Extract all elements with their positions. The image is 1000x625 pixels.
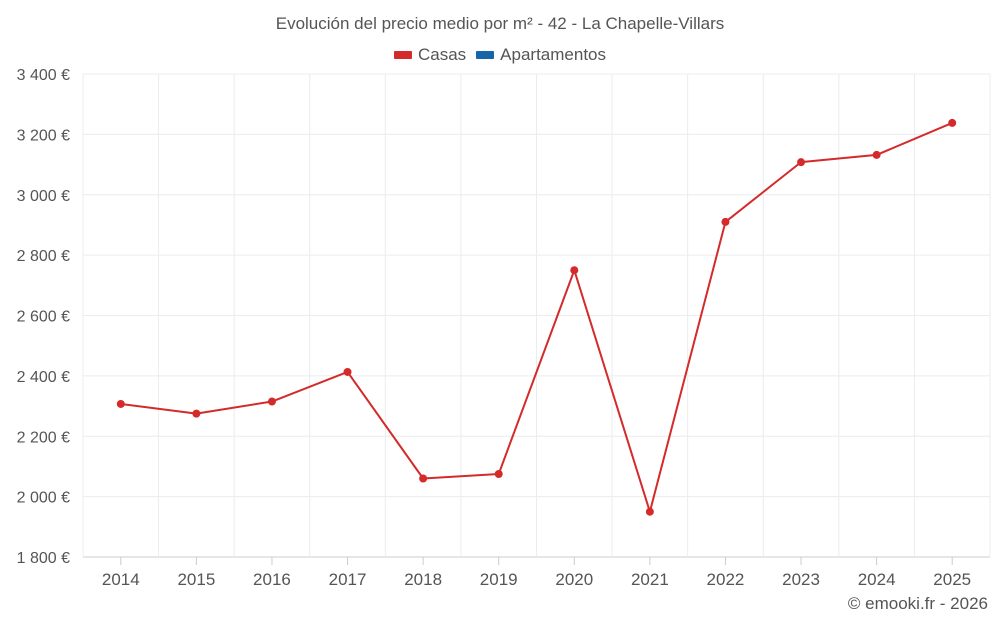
data-point-casas[interactable] [721, 217, 730, 226]
data-point-casas[interactable] [645, 507, 654, 516]
y-tick-label: 3 400 € [17, 67, 70, 84]
series-line-casas [120, 121, 953, 513]
x-tick-label: 2024 [858, 570, 896, 589]
data-point-casas[interactable] [948, 118, 957, 127]
x-tick-label: 2014 [102, 570, 140, 589]
y-tick-label: 3 200 € [17, 127, 70, 144]
legend-swatch-casas [393, 51, 412, 59]
data-point-casas[interactable] [419, 474, 428, 483]
x-tick-label: 2017 [329, 570, 367, 589]
legend-label-casas: Casas [417, 45, 467, 64]
x-tick-label: 2023 [782, 570, 820, 589]
x-tick-label: 2022 [707, 570, 745, 589]
data-point-casas[interactable] [494, 469, 503, 478]
data-point-casas[interactable] [570, 266, 579, 275]
credit-text: © emooki.fr - 2026 [847, 594, 988, 613]
x-tick-label: 2018 [404, 570, 442, 589]
legend-label-apartamentos: Apartamentos [500, 45, 607, 64]
data-point-casas[interactable] [192, 409, 201, 418]
grid-lines [82, 73, 991, 558]
chart-title: Evolución del precio medio por m² - 42 -… [275, 14, 725, 33]
x-tick-label: 2021 [631, 570, 669, 589]
data-point-casas[interactable] [797, 158, 806, 167]
y-tick-label: 2 600 € [17, 309, 70, 326]
data-point-casas[interactable] [343, 367, 352, 376]
x-tick-label: 2020 [555, 570, 593, 589]
y-tick-label: 2 400 € [17, 369, 70, 386]
x-tick-label: 2025 [933, 570, 971, 589]
y-tick-label: 2 200 € [17, 429, 70, 446]
x-tick-label: 2015 [177, 570, 215, 589]
y-tick-label: 2 000 € [17, 490, 70, 507]
y-tick-label: 3 000 € [17, 188, 70, 205]
legend-item-casas[interactable]: Casas [393, 45, 467, 65]
legend-item-apartamentos[interactable]: Apartamentos [476, 45, 606, 65]
x-tick-label: 2019 [480, 570, 518, 589]
legend-swatch-apartamentos [476, 51, 495, 59]
data-point-casas[interactable] [116, 399, 125, 408]
data-point-casas[interactable] [267, 397, 276, 406]
axes: 1 800 € 2 000 € 2 200 € 2 400 € 2 600 € 2 800… [17, 67, 972, 589]
x-tick-label: 2016 [253, 570, 291, 589]
y-tick-label: 2 800 € [17, 248, 70, 265]
y-tick-label: 1 800 € [17, 550, 70, 567]
legend: Casas Apartamentos [0, 45, 1000, 65]
series-lines [116, 118, 957, 516]
data-point-casas[interactable] [872, 150, 881, 159]
